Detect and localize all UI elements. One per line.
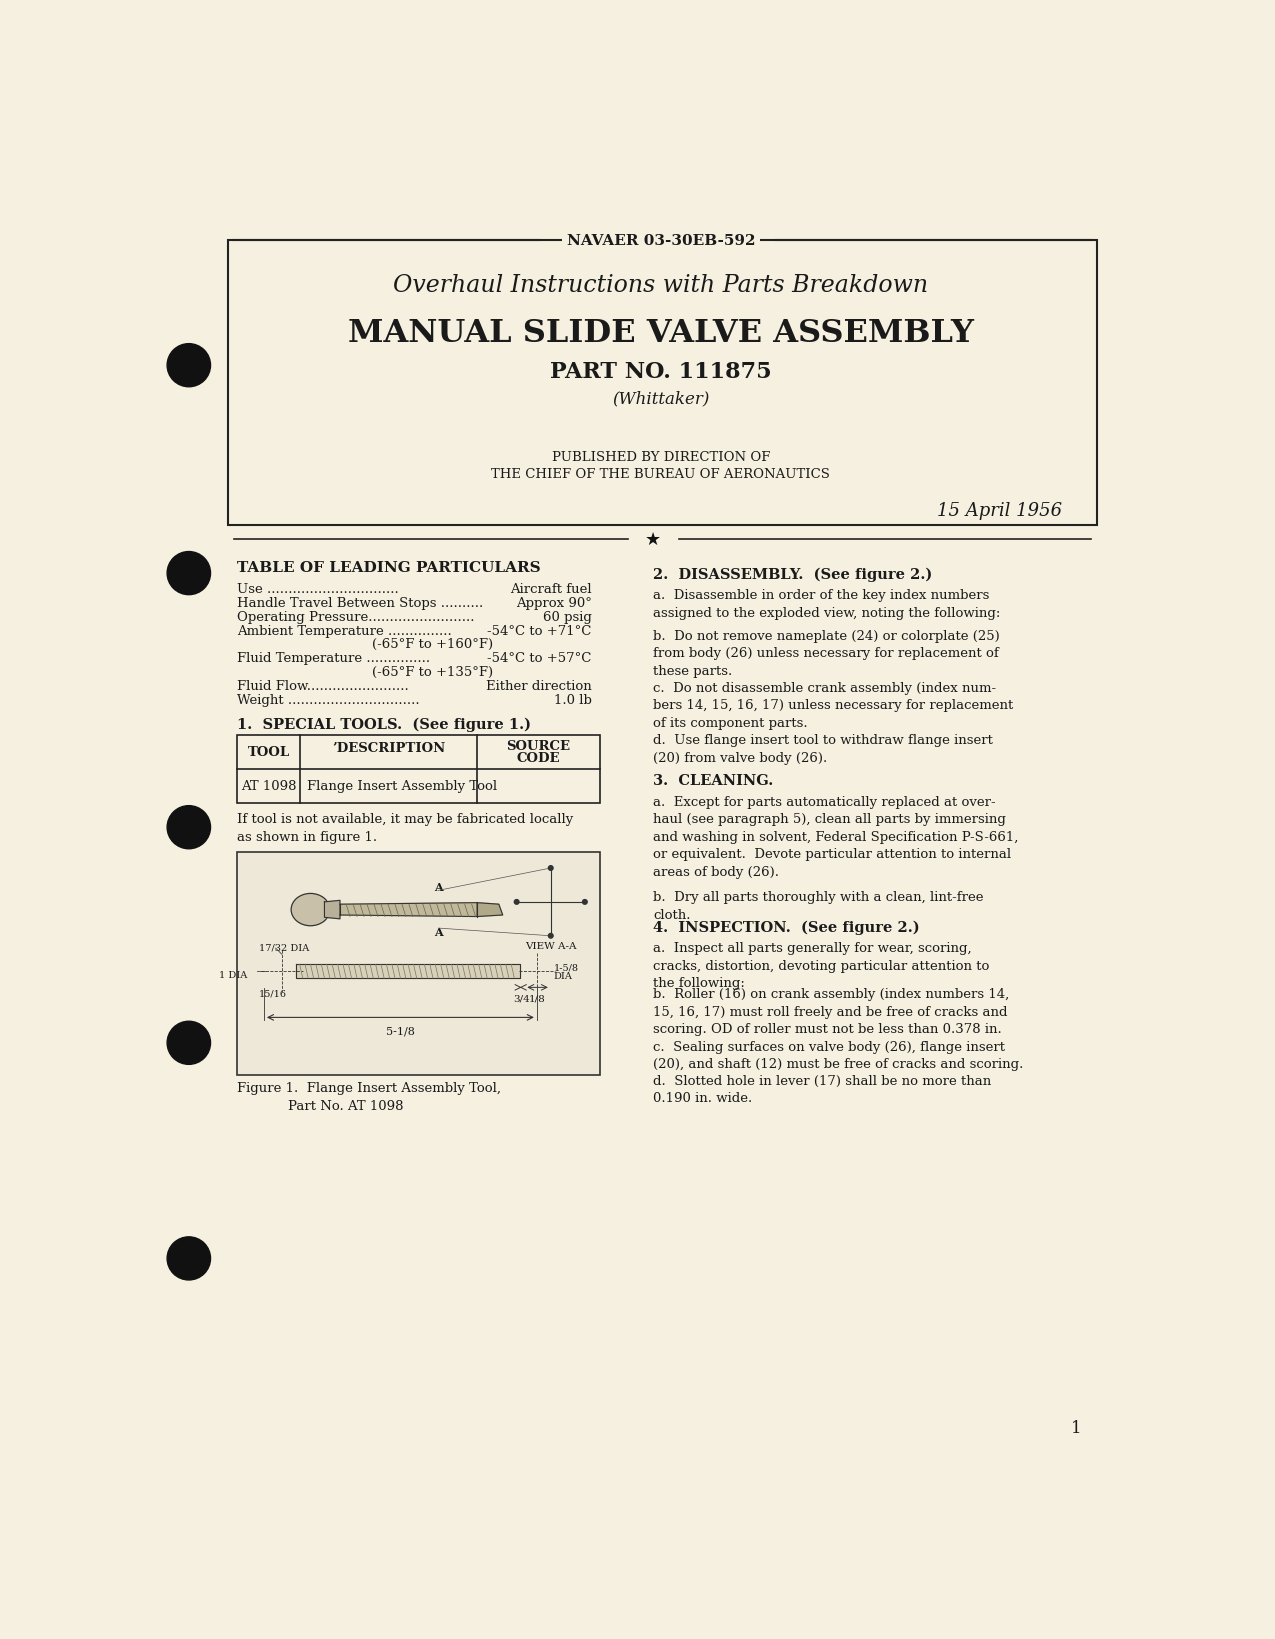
Text: 1.  SPECIAL TOOLS.  (See figure 1.): 1. SPECIAL TOOLS. (See figure 1.) [237,718,530,731]
Text: d.  Use flange insert tool to withdraw flange insert
(20) from valve body (26).: d. Use flange insert tool to withdraw fl… [653,734,993,764]
Ellipse shape [291,893,330,926]
Text: Fluid Temperature ...............: Fluid Temperature ............... [237,652,430,665]
Text: Flange Insert Assembly Tool: Flange Insert Assembly Tool [306,780,497,793]
Text: a.  Disassemble in order of the key index numbers
assigned to the exploded view,: a. Disassemble in order of the key index… [653,588,1001,620]
Bar [227,241,1096,526]
Text: MANUAL SLIDE VALVE ASSEMBLY: MANUAL SLIDE VALVE ASSEMBLY [348,318,974,349]
Bar [237,736,599,803]
Text: AT 1098: AT 1098 [241,780,296,793]
Text: 2.  DISASSEMBLY.  (See figure 2.): 2. DISASSEMBLY. (See figure 2.) [653,567,932,582]
Polygon shape [477,903,502,916]
Text: If tool is not available, it may be fabricated locally
as shown in figure 1.: If tool is not available, it may be fabr… [237,813,574,844]
Text: Aircraft fuel: Aircraft fuel [510,582,592,595]
Text: (Whittaker): (Whittaker) [612,390,709,406]
Circle shape [548,865,553,870]
Circle shape [167,1021,210,1065]
Text: Use ...............................: Use ............................... [237,582,399,595]
Text: TABLE OF LEADING PARTICULARS: TABLE OF LEADING PARTICULARS [237,561,541,575]
Text: Figure 1.  Flange Insert Assembly Tool,
            Part No. AT 1098: Figure 1. Flange Insert Assembly Tool, P… [237,1082,501,1113]
Text: 60 psig: 60 psig [543,610,592,623]
Text: A: A [434,926,442,938]
Text: b.  Dry all parts thoroughly with a clean, lint-free
cloth.: b. Dry all parts thoroughly with a clean… [653,892,983,921]
Text: PUBLISHED BY DIRECTION OF: PUBLISHED BY DIRECTION OF [552,451,770,464]
Text: SOURCE: SOURCE [506,739,570,752]
Text: ’DESCRIPTION: ’DESCRIPTION [333,741,445,754]
Text: 1: 1 [1071,1419,1081,1436]
Circle shape [167,1237,210,1280]
Text: NAVAER 03-30EB-592: NAVAER 03-30EB-592 [566,234,755,247]
Text: Handle Travel Between Stops ..........: Handle Travel Between Stops .......... [237,597,483,610]
Text: 1-5/8: 1-5/8 [553,962,579,972]
Text: 15 April 1956: 15 April 1956 [937,502,1062,520]
Text: DIA: DIA [553,972,572,980]
Text: 15/16: 15/16 [259,988,287,998]
Circle shape [514,900,519,905]
Text: 1/8: 1/8 [529,993,546,1003]
Text: A: A [434,882,442,893]
Text: Either direction: Either direction [486,680,592,693]
Text: b.  Roller (16) on crank assembly (index numbers 14,
15, 16, 17) must roll freel: b. Roller (16) on crank assembly (index … [653,988,1010,1036]
Text: (-65°F to +135°F): (-65°F to +135°F) [372,665,493,679]
Text: -54°C to +57°C: -54°C to +57°C [487,652,592,665]
Text: 1 DIA: 1 DIA [219,970,247,978]
Circle shape [167,552,210,595]
Text: PART NO. 111875: PART NO. 111875 [550,361,771,384]
Text: d.  Slotted hole in lever (17) shall be no more than
0.190 in. wide.: d. Slotted hole in lever (17) shall be n… [653,1074,991,1105]
Text: THE CHIEF OF THE BUREAU OF AERONAUTICS: THE CHIEF OF THE BUREAU OF AERONAUTICS [491,467,830,480]
Text: Weight ...............................: Weight ............................... [237,693,419,706]
Circle shape [167,344,210,387]
Text: 1.0 lb: 1.0 lb [553,693,592,706]
Text: a.  Except for parts automatically replaced at over-
haul (see paragraph 5), cle: a. Except for parts automatically replac… [653,795,1019,879]
Text: CODE: CODE [516,752,560,765]
Text: 5-1/8: 5-1/8 [386,1026,414,1036]
Text: (-65°F to +160°F): (-65°F to +160°F) [372,638,493,651]
Text: 3/4: 3/4 [514,993,530,1003]
Text: 17/32 DIA: 17/32 DIA [259,942,309,952]
Text: b.  Do not remove nameplate (24) or colorplate (25)
from body (26) unless necess: b. Do not remove nameplate (24) or color… [653,629,1000,677]
Text: 4.  INSPECTION.  (See figure 2.): 4. INSPECTION. (See figure 2.) [653,919,919,934]
Polygon shape [296,965,520,978]
Circle shape [583,900,588,905]
Text: Fluid Flow........................: Fluid Flow........................ [237,680,408,693]
Text: -54°C to +71°C: -54°C to +71°C [487,624,592,638]
Text: Operating Pressure.........................: Operating Pressure......................… [237,610,474,623]
Polygon shape [340,903,477,916]
Text: ★: ★ [645,531,662,549]
Text: VIEW A-A: VIEW A-A [525,941,576,951]
Text: 3.  CLEANING.: 3. CLEANING. [653,774,774,788]
Bar [237,852,599,1075]
Circle shape [167,806,210,849]
Circle shape [548,934,553,939]
Text: c.  Do not disassemble crank assembly (index num-
bers 14, 15, 16, 17) unless ne: c. Do not disassemble crank assembly (in… [653,682,1014,729]
Text: Overhaul Instructions with Parts Breakdown: Overhaul Instructions with Parts Breakdo… [393,274,928,297]
Text: Approx 90°: Approx 90° [516,597,592,610]
Polygon shape [324,901,340,919]
Text: TOOL: TOOL [247,746,289,759]
Text: Ambient Temperature ...............: Ambient Temperature ............... [237,624,451,638]
Text: c.  Sealing surfaces on valve body (26), flange insert
(20), and shaft (12) must: c. Sealing surfaces on valve body (26), … [653,1041,1024,1070]
Text: a.  Inspect all parts generally for wear, scoring,
cracks, distortion, devoting : a. Inspect all parts generally for wear,… [653,941,989,990]
